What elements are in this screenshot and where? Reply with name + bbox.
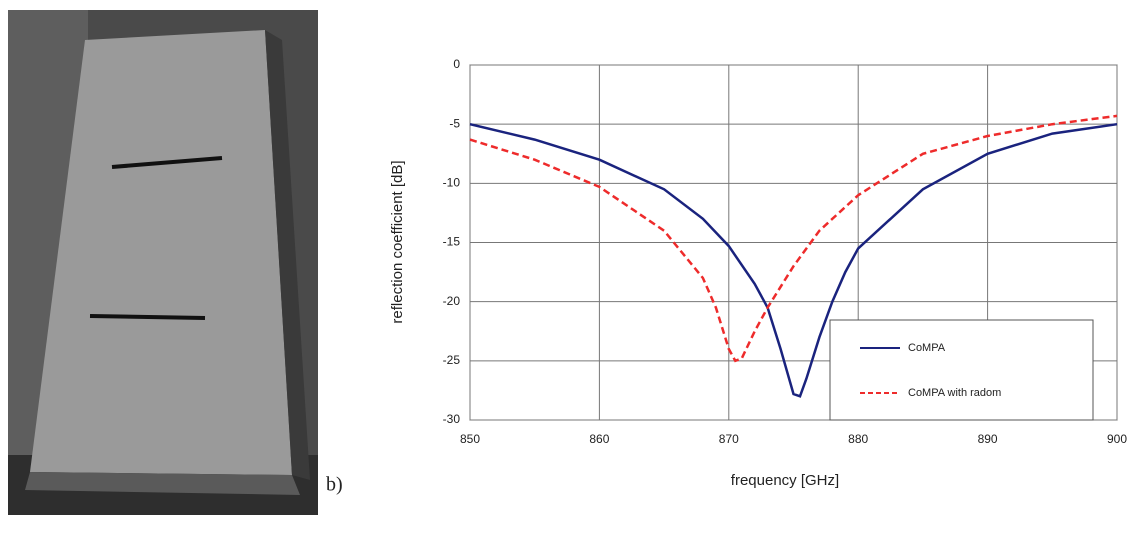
x-axis-title: frequency [GHz] — [731, 472, 839, 489]
y-tick-label: -10 — [443, 176, 461, 190]
x-tick-label: 860 — [589, 432, 609, 446]
series-line — [469, 122, 1118, 398]
y-tick-label: -30 — [443, 412, 461, 426]
x-tick-label: 900 — [1107, 432, 1127, 446]
legend-label: CoMPA with radom — [908, 387, 1001, 399]
y-tick-label: -25 — [443, 353, 461, 367]
y-tick-label: -20 — [443, 294, 461, 308]
x-tick-label: 880 — [848, 432, 868, 446]
y-axis-title: reflection coefficient [dB] — [389, 160, 406, 323]
antenna-photo — [8, 10, 318, 515]
y-tick-label: 0 — [453, 57, 460, 71]
series-line — [469, 114, 1118, 363]
legend-label: CoMPA — [908, 342, 946, 354]
x-tick-label: 890 — [978, 432, 998, 446]
legend-box — [829, 319, 1094, 421]
panel-label: b) — [326, 474, 343, 496]
x-tick-label: 850 — [460, 432, 480, 446]
y-tick-label: -15 — [443, 235, 461, 249]
x-tick-label: 870 — [719, 432, 739, 446]
y-tick-label: -5 — [449, 116, 460, 130]
